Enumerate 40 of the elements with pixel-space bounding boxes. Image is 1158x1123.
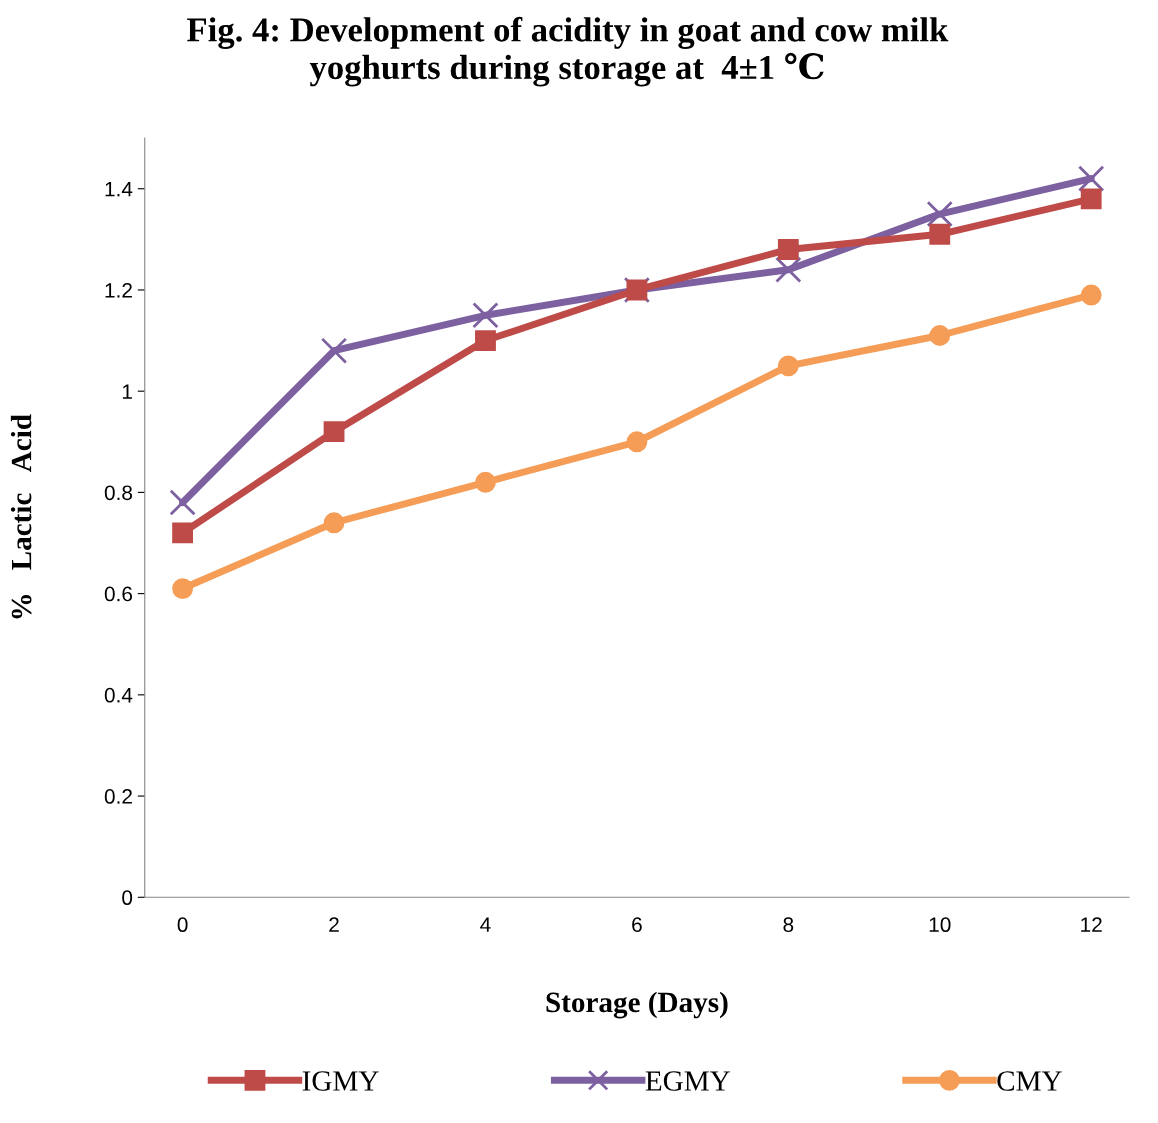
x-tick-label: 4 xyxy=(480,917,491,932)
y-tick-label: 1 xyxy=(122,384,132,399)
y-axis-title: % Lactic Acid xyxy=(10,414,32,619)
point xyxy=(626,431,648,453)
point xyxy=(926,200,953,228)
point xyxy=(777,355,799,377)
y-tick-label: 0 xyxy=(122,890,133,906)
y-tick-label: 0.4 xyxy=(104,687,133,703)
point xyxy=(320,337,348,364)
point xyxy=(1078,165,1105,192)
point xyxy=(169,489,196,516)
x-tick-label: 12 xyxy=(1081,917,1102,932)
point xyxy=(475,330,496,351)
x-tick-label: 6 xyxy=(632,917,642,933)
legend-label: CMY xyxy=(997,1071,1062,1091)
y-tick-label: 0.6 xyxy=(104,586,133,602)
point xyxy=(172,522,194,544)
point xyxy=(1080,188,1102,210)
x-tick-label: 8 xyxy=(783,917,794,933)
y-tick-label: 1.4 xyxy=(105,181,133,197)
y-tick-label: 1.2 xyxy=(105,282,132,298)
y-tick-label: 0.2 xyxy=(104,789,132,804)
x-axis-title: Storage (Days) xyxy=(546,991,728,1019)
x-tick-label: 2 xyxy=(329,917,339,932)
y-tick-label: 0.8 xyxy=(104,485,133,501)
x-tick-label: 0 xyxy=(177,917,188,933)
legend-label: EGMY xyxy=(645,1071,730,1091)
point xyxy=(777,239,799,260)
legend-label: IGMY xyxy=(302,1071,379,1091)
point xyxy=(929,325,951,346)
point xyxy=(475,471,496,493)
point xyxy=(929,223,951,245)
point xyxy=(775,256,802,283)
point xyxy=(323,421,345,443)
point xyxy=(472,302,499,329)
point xyxy=(172,578,194,599)
point xyxy=(1080,284,1102,306)
chart-title: Fig. 4: Development of acidity in goat and cow milk yoghurts during storage at 4±1 ℃ xyxy=(187,16,949,87)
point xyxy=(323,512,345,534)
x-tick-label: 10 xyxy=(929,917,951,933)
